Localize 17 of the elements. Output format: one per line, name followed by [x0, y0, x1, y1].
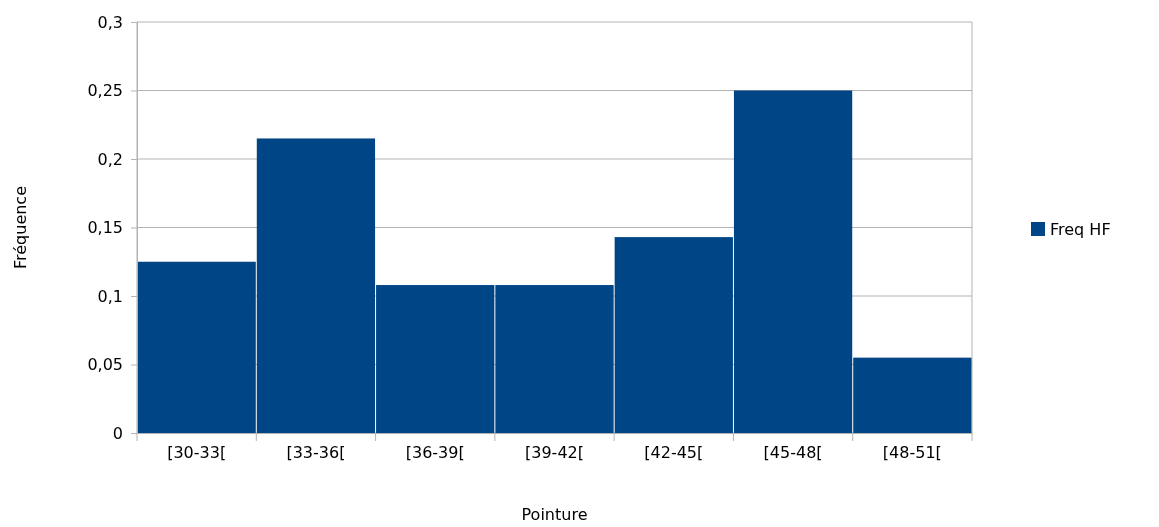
y-tick-label: 0,3 — [97, 12, 123, 32]
x-tick-label: [36-39[ — [405, 443, 465, 463]
y-tick-label: 0,2 — [97, 149, 123, 169]
x-tick-label: [39-42[ — [525, 443, 584, 463]
x-tick-label: [48-51[ — [882, 443, 942, 463]
legend-label: Freq HF — [1050, 220, 1111, 239]
y-tick-label: 0,25 — [87, 81, 123, 101]
y-axis-title: Fréquence — [11, 185, 30, 270]
x-tick-label: [42-45[ — [644, 443, 704, 463]
y-tick-label: 0,15 — [87, 218, 123, 238]
y-tick-label: 0 — [112, 423, 123, 443]
x-tick-label: [33-36[ — [286, 443, 346, 463]
x-axis-title: Pointure — [521, 505, 588, 524]
y-tick-label: 0,05 — [87, 355, 123, 375]
y-tick-label: 0,1 — [97, 286, 123, 306]
x-tick-label: [45-48[ — [763, 443, 823, 463]
x-tick-label: [30-33[ — [167, 443, 227, 463]
